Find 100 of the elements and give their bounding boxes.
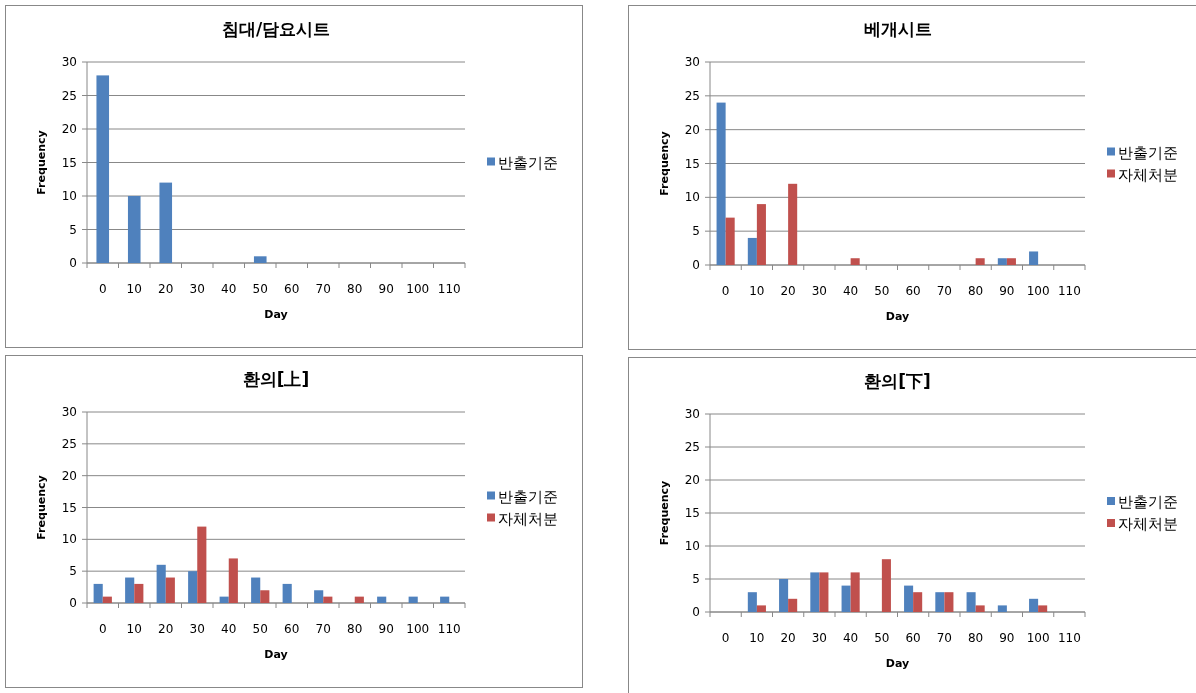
bar xyxy=(716,102,726,265)
y-tick-label: 0 xyxy=(692,258,700,272)
x-tick-label: 10 xyxy=(749,284,765,298)
y-tick-label: 30 xyxy=(684,407,700,421)
y-tick-label: 25 xyxy=(61,88,77,103)
x-tick-label: 90 xyxy=(999,284,1015,298)
bar xyxy=(102,596,112,603)
bar xyxy=(1038,605,1048,612)
bar xyxy=(323,596,333,603)
y-axis-title: Frequency xyxy=(35,475,48,540)
x-tick-label: 20 xyxy=(158,622,174,636)
bar xyxy=(788,598,798,612)
x-tick-label: 100 xyxy=(406,282,430,296)
y-tick-label: 30 xyxy=(61,405,77,419)
bar xyxy=(997,258,1007,265)
bar xyxy=(377,596,387,603)
legend-label: 반출기준 xyxy=(498,487,558,506)
legend-label: 반출기준 xyxy=(1118,143,1178,162)
y-tick-label: 15 xyxy=(684,506,700,520)
x-tick-label: 0 xyxy=(721,631,730,645)
x-tick-label: 70 xyxy=(315,622,331,636)
bar xyxy=(93,583,103,603)
bar xyxy=(219,596,229,603)
bar xyxy=(850,258,860,265)
bar xyxy=(253,256,267,263)
y-tick-label: 10 xyxy=(684,539,700,553)
x-tick-label: 30 xyxy=(189,282,205,296)
y-tick-label: 0 xyxy=(692,605,700,619)
x-tick-label: 30 xyxy=(189,622,205,636)
bar xyxy=(440,596,450,603)
x-tick-label: 60 xyxy=(905,284,921,298)
x-tick-label: 20 xyxy=(780,284,796,298)
chart-title: 환의[下] xyxy=(864,371,931,391)
bar xyxy=(756,204,766,265)
chart-title: 환의[上] xyxy=(242,369,310,389)
x-tick-label: 50 xyxy=(874,284,890,298)
x-tick-label: 70 xyxy=(936,631,953,645)
y-tick-label: 5 xyxy=(69,564,77,579)
x-tick-label: 80 xyxy=(967,631,984,645)
y-tick-label: 25 xyxy=(684,440,700,454)
x-axis-title: Day xyxy=(885,310,910,323)
x-tick-label: 70 xyxy=(315,282,331,296)
bar xyxy=(1029,251,1039,265)
y-tick-label: 25 xyxy=(684,88,700,103)
x-tick-label: 50 xyxy=(252,282,268,296)
x-tick-label: 40 xyxy=(842,284,859,298)
y-tick-label: 10 xyxy=(61,532,77,547)
bar xyxy=(197,526,207,603)
y-tick-label: 10 xyxy=(61,189,77,203)
bar xyxy=(975,605,985,612)
x-tick-label: 100 xyxy=(1026,284,1050,298)
bar xyxy=(165,577,175,603)
bar xyxy=(810,572,820,612)
y-tick-label: 15 xyxy=(61,500,77,515)
x-tick-label: 90 xyxy=(378,622,394,636)
bar xyxy=(819,572,829,612)
bar xyxy=(127,196,141,263)
x-tick-label: 50 xyxy=(874,631,890,645)
x-tick-label: 110 xyxy=(437,282,461,296)
legend-label: 반출기준 xyxy=(498,153,558,172)
bar xyxy=(1029,598,1039,612)
bar xyxy=(314,590,324,603)
x-tick-label: 40 xyxy=(221,282,237,296)
x-tick-label: 0 xyxy=(721,284,730,298)
bar xyxy=(913,592,923,612)
x-tick-label: 60 xyxy=(284,282,300,296)
bar xyxy=(125,577,135,603)
bar xyxy=(725,217,735,265)
x-tick-label: 110 xyxy=(1057,631,1081,645)
bar xyxy=(1006,258,1016,265)
bar xyxy=(841,585,851,612)
x-tick-label: 90 xyxy=(378,282,394,296)
legend-label: 자체처분 xyxy=(498,509,558,528)
y-tick-label: 15 xyxy=(61,155,77,170)
bar xyxy=(96,75,110,263)
bar xyxy=(228,558,238,603)
bar xyxy=(188,571,198,603)
y-tick-label: 15 xyxy=(684,156,700,171)
bar xyxy=(881,559,891,612)
y-tick-label: 10 xyxy=(684,190,700,205)
y-tick-label: 0 xyxy=(69,596,77,610)
bar xyxy=(850,572,860,612)
bar xyxy=(354,596,364,603)
y-tick-label: 5 xyxy=(692,572,700,586)
bar xyxy=(159,182,173,263)
y-axis-title: Frequency xyxy=(35,130,48,195)
bar xyxy=(975,258,985,265)
x-tick-label: 70 xyxy=(936,284,953,298)
y-tick-label: 0 xyxy=(69,256,77,270)
y-tick-label: 20 xyxy=(61,468,77,483)
y-tick-label: 30 xyxy=(61,55,77,69)
x-tick-label: 30 xyxy=(811,284,828,298)
y-axis-title: Frequency xyxy=(658,480,671,546)
x-tick-label: 0 xyxy=(98,622,107,636)
y-tick-label: 30 xyxy=(684,55,700,69)
x-tick-label: 10 xyxy=(749,631,765,645)
x-tick-label: 40 xyxy=(842,631,859,645)
x-tick-label: 90 xyxy=(999,631,1015,645)
bar xyxy=(779,579,789,612)
bar xyxy=(944,592,954,612)
